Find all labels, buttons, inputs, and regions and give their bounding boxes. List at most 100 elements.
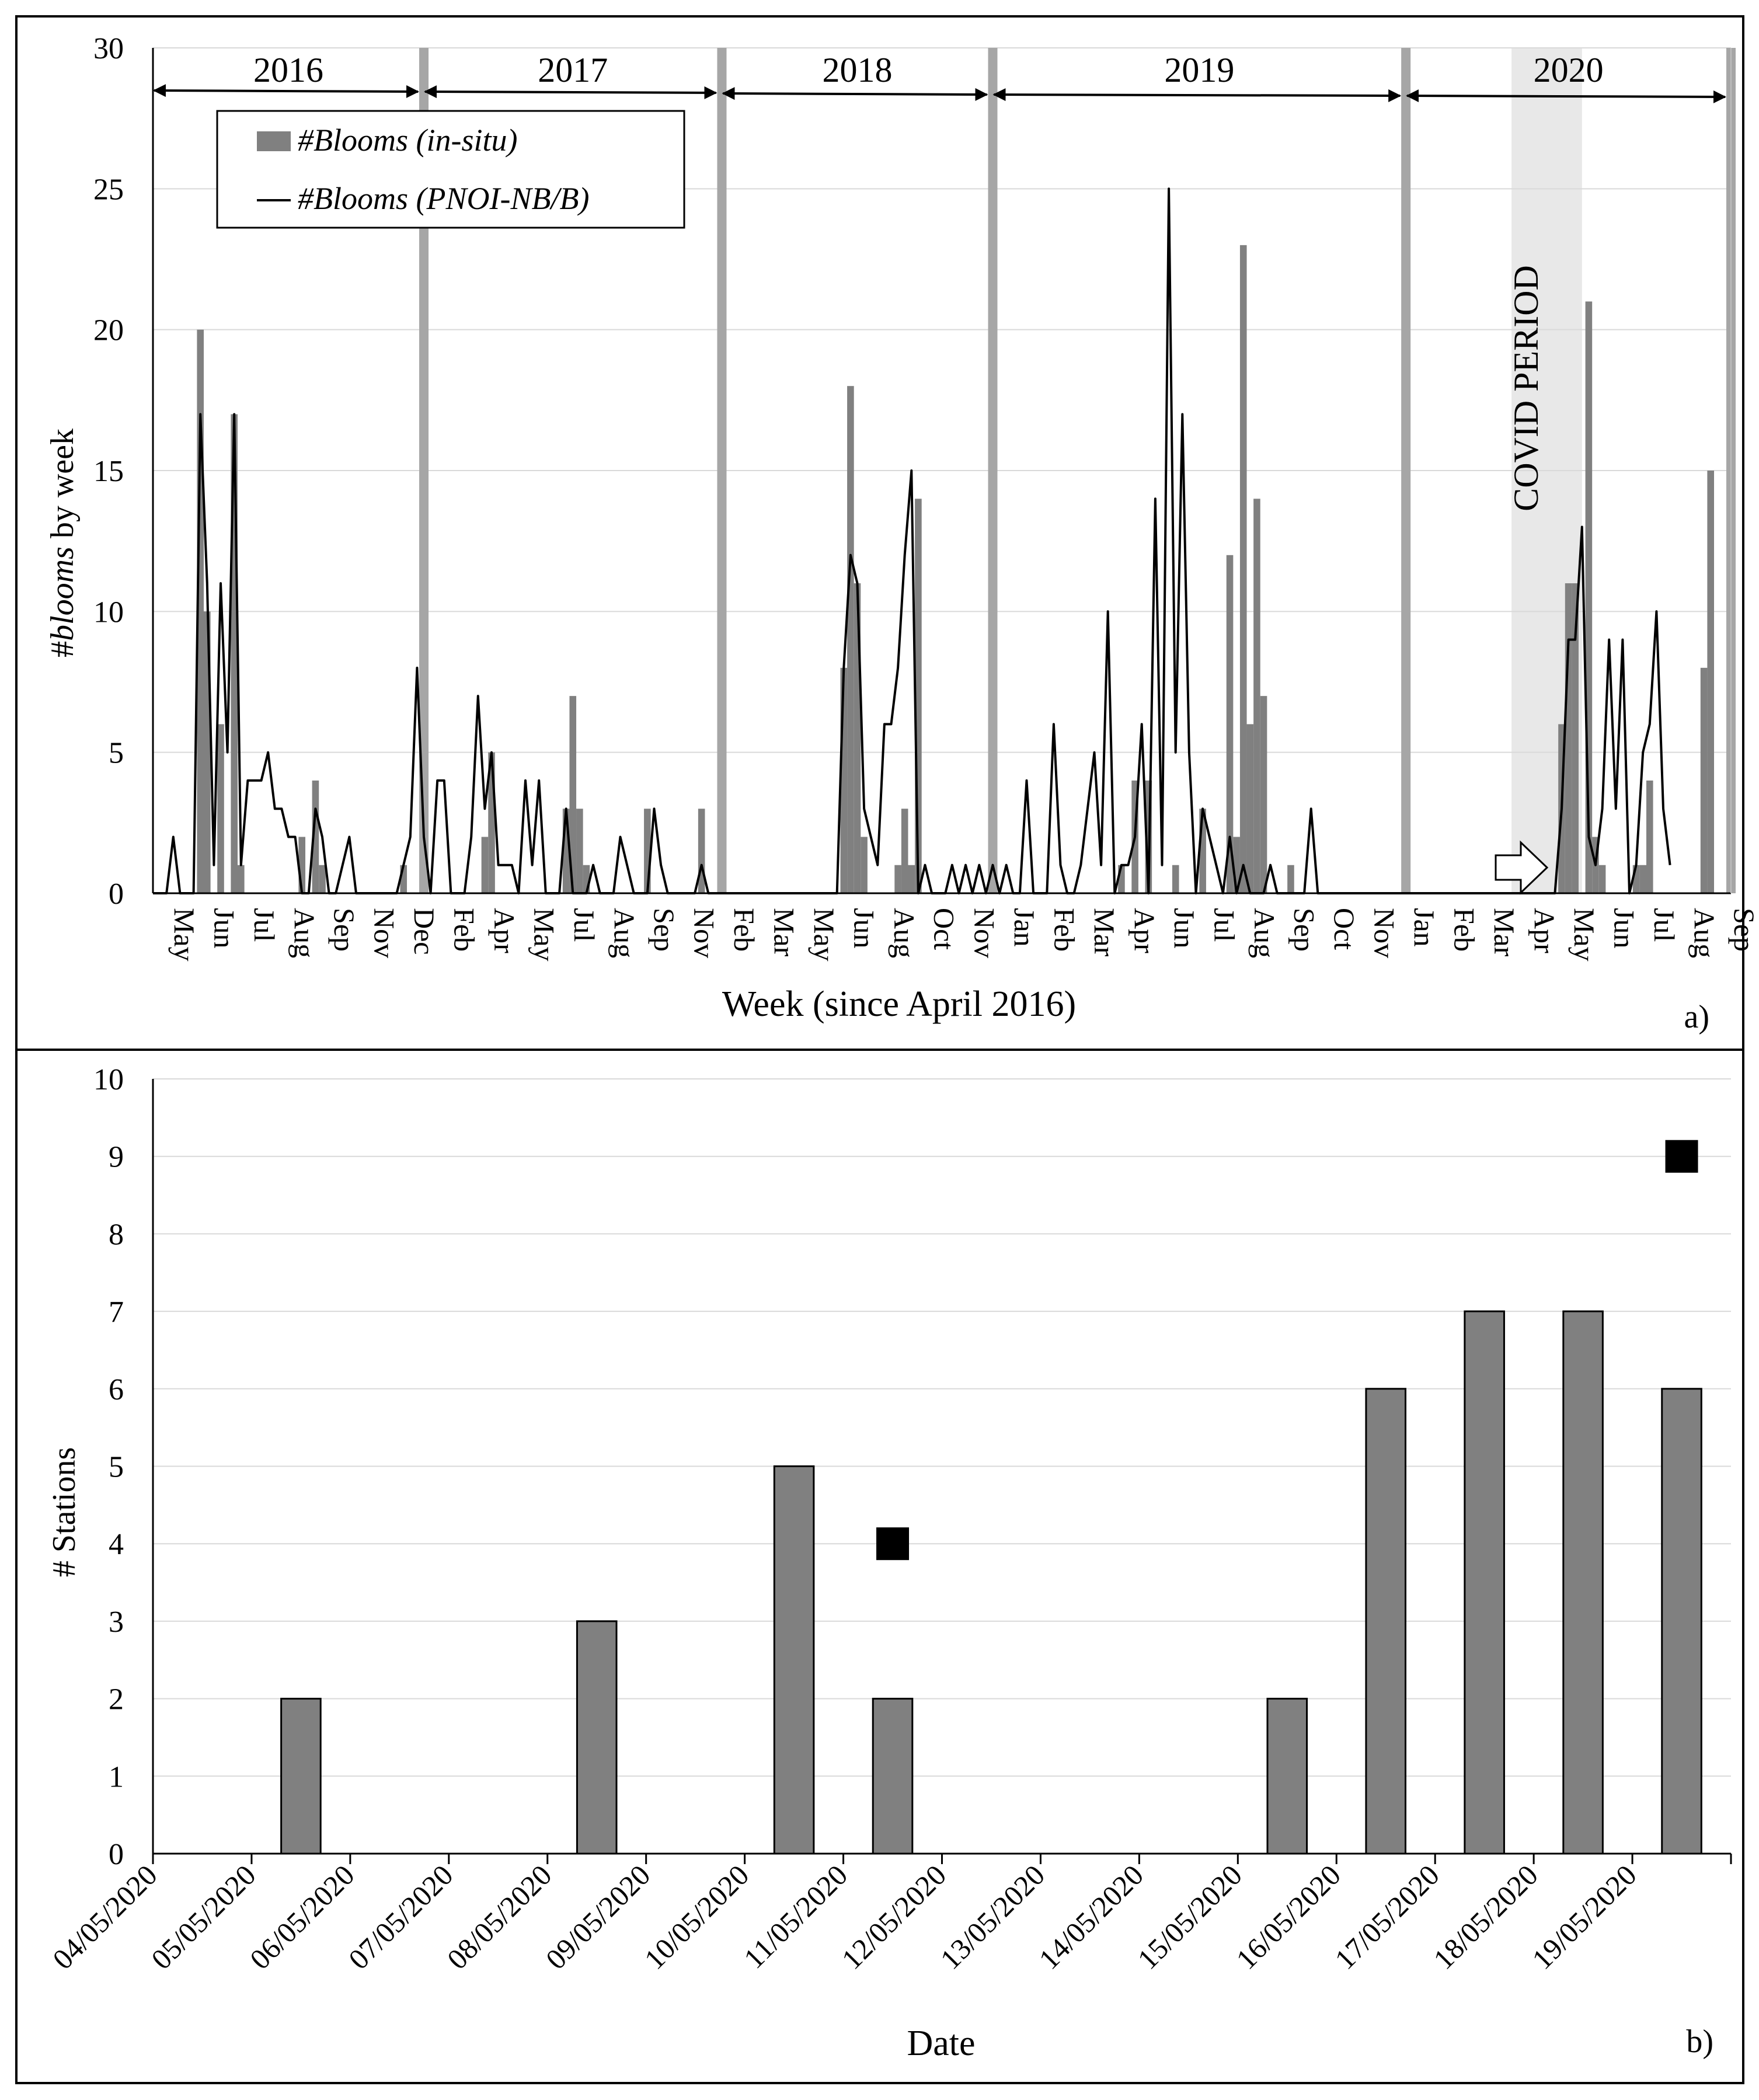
y-tick-label: 5 [109, 737, 124, 770]
in-situ-bar [1646, 780, 1653, 893]
panel-b-label: b) [1686, 2024, 1713, 2060]
x-tick-label: 04/05/2020 [46, 1858, 163, 1976]
in-situ-bar [1707, 471, 1714, 893]
x-tick-label: Feb [728, 908, 761, 952]
in-situ-bar [698, 809, 705, 893]
panel-a-gridlines [153, 47, 1731, 753]
x-tick-label: 17/05/2020 [1328, 1858, 1445, 1976]
panel-a-label: a) [1684, 999, 1709, 1035]
x-tick-label: Feb [1048, 908, 1081, 952]
in-situ-bar [1118, 865, 1125, 893]
in-situ-bar [298, 837, 306, 893]
year-divider-bar [988, 48, 998, 893]
station-bar [1464, 1310, 1505, 1855]
year-divider-bar [1401, 48, 1411, 893]
x-tick-label: Nov [1368, 908, 1401, 958]
in-situ-bar [204, 611, 211, 893]
in-situ-bar [312, 780, 319, 893]
y-tick-label: 0 [109, 1838, 124, 1871]
year-label: 2016 [253, 51, 323, 89]
x-tick-label: 05/05/2020 [145, 1858, 262, 1976]
x-tick-label: Sep [648, 908, 681, 952]
y-tick-label: 20 [93, 314, 124, 347]
panel-a-y-axis-label: #blooms by week [44, 429, 81, 657]
year-span-arrow [1406, 89, 1726, 103]
in-situ-bar [894, 865, 901, 893]
panel-a-x-axis-label: Week (since April 2016) [722, 984, 1076, 1024]
panel-a-axes [152, 48, 1732, 894]
covid-arrow-icon [1495, 840, 1549, 895]
square-marker [876, 1527, 910, 1561]
x-tick-label: Sep [328, 908, 361, 952]
station-bar [773, 1465, 815, 1855]
in-situ-bar [238, 865, 245, 893]
in-situ-bar [1260, 696, 1267, 893]
x-tick-label: May [1568, 908, 1601, 962]
x-tick-label: Apr [488, 908, 521, 953]
station-bars [280, 1310, 1702, 1855]
in-situ-bar [562, 809, 570, 893]
in-situ-bar [197, 329, 204, 893]
y-tick-label: 10 [93, 595, 124, 629]
y-tick-label: 9 [109, 1141, 124, 1174]
x-tick-label: Sep [1728, 908, 1759, 952]
x-tick-label: Jul [1208, 908, 1241, 942]
year-divider-bar [717, 48, 727, 893]
x-tick-label: 10/05/2020 [638, 1858, 755, 1976]
x-tick-label: Feb [448, 908, 481, 952]
in-situ-bar [908, 865, 915, 893]
year-span-arrows: 2016 2017 2018 2019 2020 [153, 51, 1726, 103]
y-tick-label: 30 [93, 32, 124, 65]
in-situ-bar [488, 752, 495, 893]
station-square-markers [876, 1140, 1698, 1561]
in-situ-bar [644, 809, 651, 893]
x-tick-label: Jul [248, 908, 281, 942]
x-tick-label: Jun [848, 908, 881, 948]
in-situ-bar [1565, 583, 1572, 893]
x-tick-label: Jan [1408, 908, 1441, 947]
in-situ-bar [583, 865, 590, 893]
in-situ-bar [1199, 809, 1206, 893]
x-tick-label: Aug [1248, 908, 1281, 958]
in-situ-bar [569, 696, 577, 893]
in-situ-bar [1572, 583, 1579, 893]
x-tick-label: 06/05/2020 [243, 1858, 361, 1976]
x-tick-label: Apr [1128, 908, 1161, 953]
x-tick-label: Sep [1288, 908, 1321, 952]
x-tick-label: May [528, 908, 561, 962]
in-situ-bar [1700, 667, 1708, 893]
in-situ-bar [854, 583, 861, 893]
y-tick-label: 6 [109, 1373, 124, 1406]
x-tick-label: Aug [608, 908, 641, 958]
in-situ-bar [231, 414, 238, 893]
station-bar [1562, 1310, 1604, 1855]
x-tick-label: Dec [408, 908, 441, 955]
legend-line-label: #Blooms (PNOI-NB/B) [298, 181, 589, 216]
y-tick-label: 15 [93, 455, 124, 488]
in-situ-bar [400, 865, 407, 893]
y-tick-label: 4 [109, 1528, 124, 1561]
in-situ-bar [1253, 499, 1260, 893]
x-tick-label: 09/05/2020 [539, 1858, 657, 1976]
x-tick-label: 12/05/2020 [835, 1858, 953, 1976]
x-tick-label: Nov [968, 908, 1001, 958]
in-situ-bar [319, 865, 326, 893]
year-span-arrow [153, 84, 420, 98]
year-label: 2018 [822, 51, 892, 89]
panel-b-y-ticks: 0 1 2 3 4 5 6 7 8 9 10 [93, 1063, 124, 1871]
year-label: 2019 [1164, 51, 1234, 89]
in-situ-bar [481, 837, 489, 893]
panel-b-y-axis-label: # Stations [46, 1447, 82, 1577]
in-situ-bar [1585, 301, 1593, 893]
x-tick-label: 13/05/2020 [934, 1858, 1051, 1976]
in-situ-bar [1239, 245, 1247, 893]
in-situ-bar [1246, 724, 1254, 893]
x-tick-label: Nov [368, 908, 401, 958]
station-bar [280, 1698, 322, 1855]
y-tick-label: 10 [93, 1063, 124, 1096]
x-tick-label: Jan [1008, 908, 1041, 947]
year-label: 2020 [1534, 51, 1604, 89]
y-tick-label: 0 [109, 877, 124, 911]
panel-b-chart: 0 1 2 3 4 5 6 7 8 9 10 04/05/202005/05/202006/05/2… [46, 1063, 1732, 2063]
